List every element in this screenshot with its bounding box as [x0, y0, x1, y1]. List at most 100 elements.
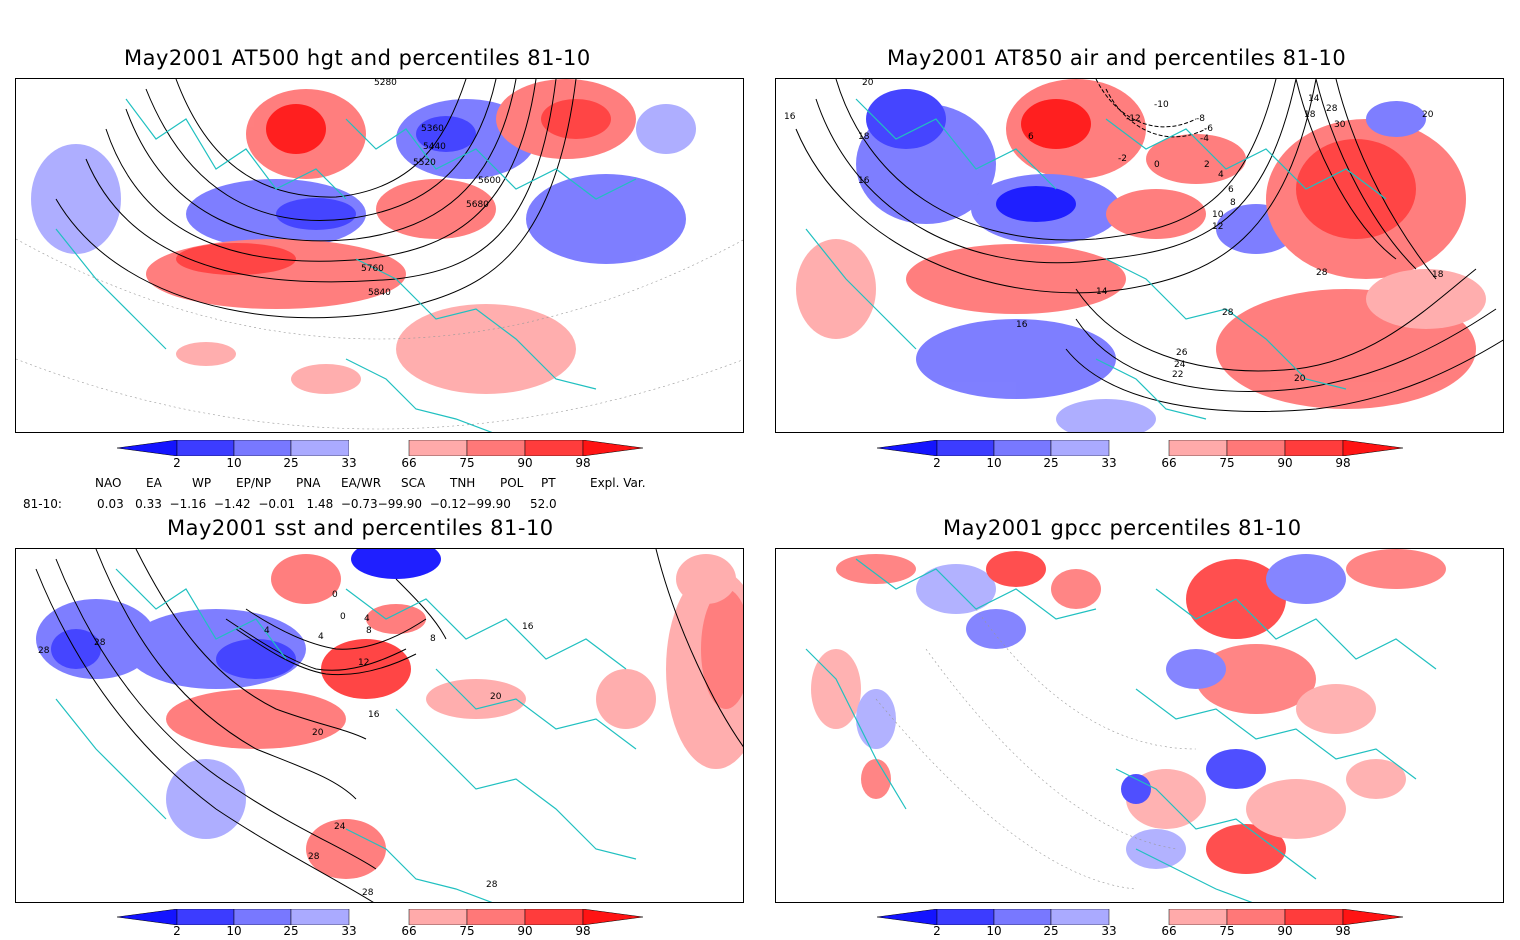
index-header: NAO	[95, 476, 122, 490]
contour-label: 16	[368, 710, 380, 720]
contour-label: 5840	[368, 288, 391, 298]
contour-label: 28	[308, 852, 320, 862]
contour-label: 28	[94, 638, 106, 648]
index-values: 0.03 0.33 −1.16 −1.42 −0.01 1.48 −0.73−9…	[97, 497, 557, 511]
colorbar-tick-label: 2	[173, 456, 181, 470]
contour-label: 5760	[361, 264, 384, 274]
contour-label: 5520	[413, 158, 436, 168]
colorbar-tick-label: 66	[401, 924, 417, 938]
colorbar-tick-label: 98	[575, 456, 591, 470]
colorbar-gpcc: 2 10 25 33 66 75 90 98	[877, 909, 1403, 939]
colorbar-tick-label: 75	[1219, 456, 1235, 470]
contour-label: 28	[1316, 268, 1328, 278]
map-panel-sst: 28 28 0 4 4 0 4 8 8 12 16 16 20 20 24 28…	[15, 548, 744, 903]
colorbar-tick-label: 2	[173, 924, 181, 938]
contour-label: 4	[264, 626, 270, 636]
colorbar-tick-label: 33	[1101, 456, 1117, 470]
map-panel-air: 20 16 18 16 6 -2 0 2 4 6 8 10 12 14 16 -…	[775, 78, 1504, 433]
index-header: PT	[541, 476, 556, 490]
contour-label: 8	[1230, 198, 1236, 208]
colorbar-tick-label: 10	[986, 924, 1002, 938]
colorbar-tick-label: 90	[517, 924, 533, 938]
panel-title-gpcc: May2001 gpcc percentiles 81-10	[943, 516, 1302, 540]
contour-label: -12	[1126, 114, 1141, 124]
colorbar-tick-label: 75	[459, 924, 475, 938]
contour-label: 5600	[478, 176, 501, 186]
contour-label: 12	[1212, 222, 1223, 232]
colorbar-tick-label: 25	[1043, 456, 1059, 470]
contour-label: 2	[1204, 160, 1210, 170]
colorbar-tick-label: 90	[517, 456, 533, 470]
map-panel-hgt: 5280 5360 5440 5520 5600 5680 5760 5840	[15, 78, 744, 433]
colorbar-air: 2 10 25 33 66 75 90 98	[877, 440, 1403, 472]
colorbar-sst-swatches	[117, 909, 643, 925]
contour-label: 0	[332, 590, 338, 600]
contour-label: 18	[1432, 270, 1444, 280]
contour-label: 20	[490, 692, 502, 702]
contour-label: 20	[312, 728, 324, 738]
contour-label: 8	[366, 626, 372, 636]
index-header: SCA	[401, 476, 426, 490]
colorbar-tick-label: 33	[1101, 924, 1117, 938]
panel-title-air: May2001 AT850 air and percentiles 81-10	[887, 46, 1347, 70]
contour-label: 6	[1028, 132, 1034, 142]
contour-label: 16	[1016, 320, 1028, 330]
contour-label: 28	[362, 888, 374, 898]
colorbar-hgt: 2 10 25 33 66 75 90 98	[117, 440, 643, 472]
colorbar-tick-label: 10	[226, 456, 242, 470]
contour-label: 24	[1174, 360, 1186, 370]
index-header: PNA	[296, 476, 321, 490]
contour-label: 10	[1212, 210, 1224, 220]
index-header: TNH	[450, 476, 476, 490]
colorbar-tick-label: 33	[341, 924, 357, 938]
index-header: EA/WR	[341, 476, 382, 490]
contour-label: -2	[1118, 154, 1127, 164]
contour-label: 4	[364, 614, 370, 624]
colorbar-tick-label: 90	[1277, 924, 1293, 938]
contour-label: -8	[1196, 114, 1205, 124]
colorbar-tick-label: 25	[283, 924, 299, 938]
contour-label: 16	[784, 112, 796, 122]
colorbar-tick-label: 66	[1161, 924, 1177, 938]
colorbar-tick-label: 2	[933, 924, 941, 938]
colorbar-tick-label: 98	[1335, 924, 1351, 938]
contour-label: 30	[1334, 120, 1346, 130]
map-hgt-drawing: 5280 5360 5440 5520 5600 5680 5760 5840	[16, 79, 743, 432]
map-air-drawing: 20 16 18 16 6 -2 0 2 4 6 8 10 12 14 16 -…	[784, 79, 1503, 432]
contour-label: 28	[1326, 104, 1338, 114]
colorbar-tick-label: 66	[401, 456, 417, 470]
contour-label: 4	[318, 632, 324, 642]
contour-label: 4	[1218, 170, 1224, 180]
contour-label: 5440	[423, 142, 446, 152]
contour-label: 28	[38, 646, 50, 656]
colorbar-tick-label: 10	[986, 456, 1002, 470]
colorbar-tick-label: 90	[1277, 456, 1293, 470]
colorbar-tick-label: 98	[1335, 456, 1351, 470]
colorbar-tick-label: 75	[1219, 924, 1235, 938]
contour-label: -6	[1204, 124, 1213, 134]
contour-label: 20	[1294, 374, 1306, 384]
colorbar-tick-label: 25	[1043, 924, 1059, 938]
index-header: EP/NP	[236, 476, 272, 490]
colorbar-tick-label: 75	[459, 456, 475, 470]
contour-label: 18	[858, 132, 870, 142]
contour-label: 22	[1172, 370, 1183, 380]
colorbar-sst: 2 10 25 33 66 75 90 98	[117, 909, 643, 939]
colorbar-tick-label: 98	[575, 924, 591, 938]
contour-label: 20	[1422, 110, 1434, 120]
contour-label: 16	[858, 176, 870, 186]
contour-label: 18	[1304, 110, 1316, 120]
contour-label: 26	[1176, 348, 1188, 358]
contour-label: 5360	[421, 124, 444, 134]
contour-label: 28	[486, 880, 498, 890]
colorbar-hgt-swatches	[117, 440, 643, 456]
colorbar-tick-label: 25	[283, 456, 299, 470]
index-header: Expl. Var.	[590, 476, 646, 490]
index-row-label: 81-10:	[23, 497, 62, 511]
index-header: EA	[146, 476, 162, 490]
contour-label: -4	[1200, 134, 1209, 144]
index-header: POL	[500, 476, 524, 490]
colorbar-tick-label: 66	[1161, 456, 1177, 470]
panel-title-hgt: May2001 AT500 hgt and percentiles 81-10	[124, 46, 591, 70]
contour-label: 16	[522, 622, 534, 632]
